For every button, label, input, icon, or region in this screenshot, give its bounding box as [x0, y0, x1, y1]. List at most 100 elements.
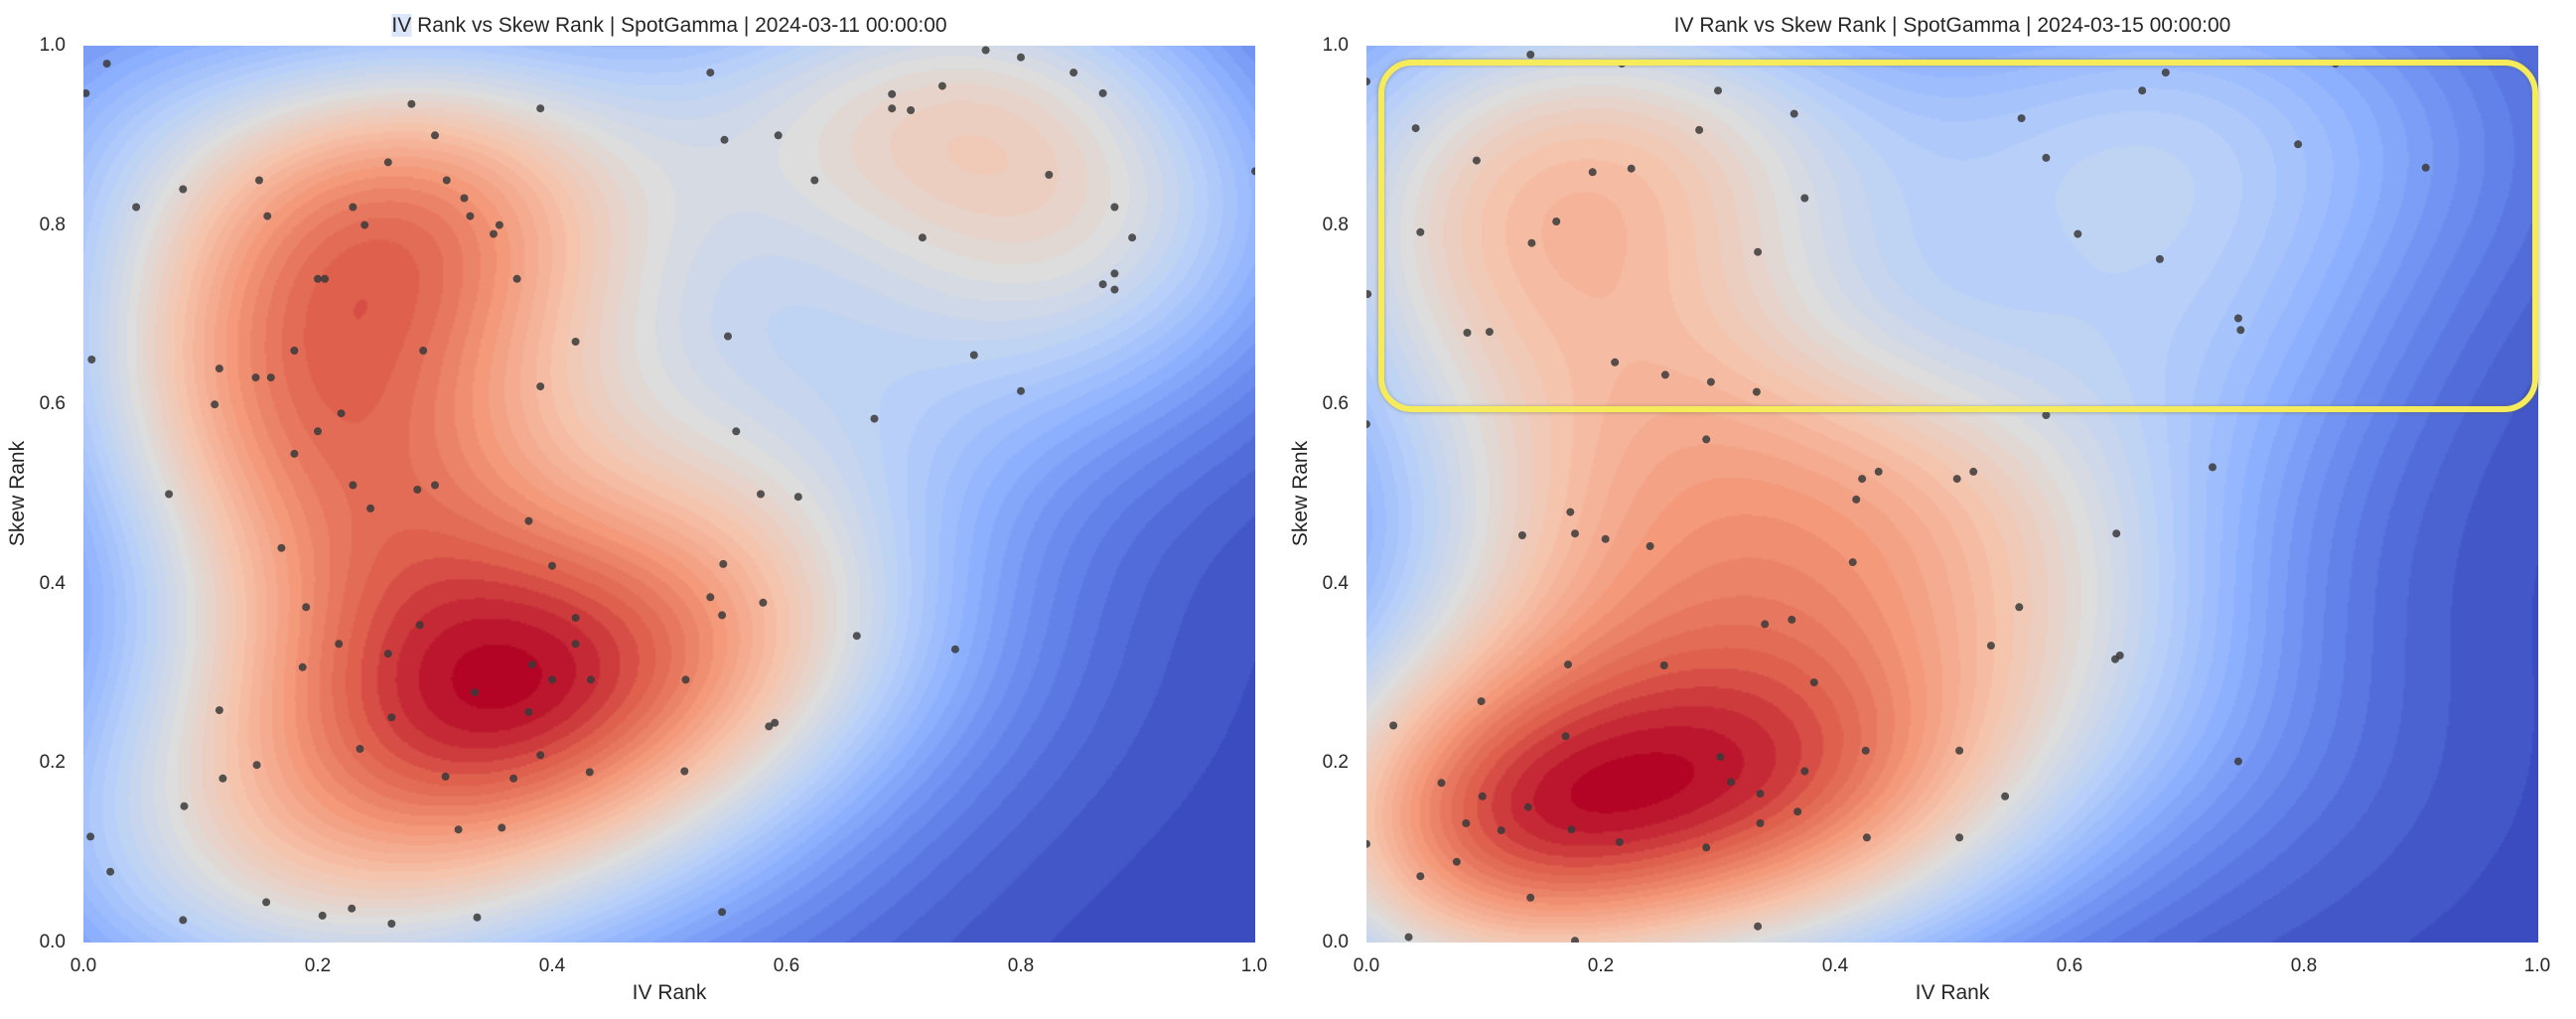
scatter-point — [366, 504, 375, 512]
scatter-point — [1110, 203, 1119, 212]
scatter-point — [1017, 386, 1025, 395]
chart-title-right: IV Rank vs Skew Rank | SpotGamma | 2024-… — [1673, 14, 2231, 37]
scatter-point — [1566, 508, 1575, 516]
scatter-point — [512, 274, 521, 283]
scatter-point — [1752, 387, 1761, 396]
scatter-point — [1727, 778, 1735, 787]
scatter-point — [1809, 678, 1818, 687]
scatter-point — [1567, 825, 1576, 834]
scatter-points-right — [1366, 51, 2430, 943]
scatter-point — [2017, 114, 2026, 123]
scatter-point — [1523, 802, 1532, 811]
ytick-label: 1.0 — [1322, 35, 1349, 56]
scatter-point — [387, 920, 396, 928]
scatter-point — [215, 706, 223, 715]
scatter-point — [2138, 86, 2147, 95]
scatter-point — [215, 364, 223, 373]
scatter-point — [548, 675, 556, 684]
scatter-point — [1788, 615, 1796, 624]
xtick-label: 0.8 — [1007, 955, 1035, 976]
scatter-point — [1070, 69, 1078, 77]
scatter-point — [1955, 833, 1964, 842]
scatter-point — [460, 194, 469, 203]
scatter-point — [1472, 156, 1481, 165]
scatter-point — [1366, 839, 1370, 848]
scatter-point — [950, 645, 959, 654]
scatter-point — [1756, 818, 1765, 827]
scatter-point — [509, 774, 518, 783]
ytick-label: 0.2 — [1322, 752, 1349, 773]
plot-area-right — [1366, 46, 2538, 943]
scatter-point — [442, 176, 451, 185]
scatter-point — [1761, 620, 1770, 629]
scatter-point — [314, 274, 322, 283]
scatter-point — [1618, 60, 1627, 69]
scatter-point — [706, 69, 715, 77]
scatter-point — [888, 89, 897, 98]
scatter-point — [106, 867, 115, 876]
scatter-point — [473, 913, 482, 922]
scatter-point — [290, 347, 299, 355]
scatter-point — [180, 801, 189, 810]
scatter-point — [681, 675, 690, 684]
scatter-point — [2115, 652, 2124, 659]
ytick-label: 1.0 — [39, 35, 66, 56]
scatter-point — [252, 761, 261, 770]
scatter-point — [718, 908, 727, 917]
scatter-point — [680, 767, 689, 776]
scatter-point — [1251, 167, 1255, 176]
scatter-point — [1017, 53, 1025, 62]
scatter-point — [724, 332, 732, 341]
scatter-point — [536, 751, 545, 760]
scatter-point — [719, 559, 728, 568]
scatter-point — [356, 745, 364, 753]
scatter-point — [810, 176, 819, 185]
xtick-label: 0.6 — [773, 955, 800, 976]
scatter-point — [337, 409, 346, 418]
scatter-point — [348, 904, 357, 913]
scatter-point — [2001, 792, 2010, 801]
scatter-point — [1848, 558, 1857, 567]
scatter-point — [1497, 826, 1505, 835]
scatter-point — [1852, 495, 1861, 504]
chart-panel-left: IV Rank vs Skew Rank | SpotGamma | 2024-… — [6, 14, 1268, 1004]
scatter-point — [86, 832, 95, 841]
scatter-point — [757, 490, 765, 499]
scatter-point — [1615, 837, 1624, 846]
scatter-point — [1695, 125, 1704, 134]
xtick-label: 0.2 — [304, 955, 332, 976]
scatter-point — [1793, 807, 1802, 816]
scatter-point — [1601, 534, 1610, 543]
scatter-point — [1611, 358, 1620, 366]
scatter-point — [431, 481, 439, 490]
scatter-point — [415, 621, 424, 630]
scatter-point — [498, 823, 506, 832]
scatter-point — [2042, 153, 2051, 162]
scatter-point — [1754, 922, 1763, 931]
scatter-point — [1714, 86, 1722, 95]
xtick-label: 1.0 — [1240, 955, 1268, 976]
xtick-label: 0.2 — [1587, 955, 1615, 976]
scatter-point — [793, 493, 802, 502]
scatter-point — [2161, 69, 2170, 77]
ytick-label: 0.6 — [1322, 393, 1349, 414]
ytick-label: 0.0 — [1322, 932, 1349, 952]
scatter-point — [1789, 109, 1798, 118]
scatter-point — [419, 347, 428, 355]
scatter-point — [1955, 746, 1964, 755]
scatter-point — [490, 229, 498, 238]
ytick-label: 0.4 — [39, 573, 66, 594]
xtick-label: 0.0 — [70, 955, 97, 976]
scatter-point — [571, 640, 580, 649]
xtick-label: 0.4 — [538, 955, 566, 976]
plot-area-left — [83, 46, 1255, 943]
scatter-point — [1756, 790, 1765, 799]
scatter-point — [732, 427, 741, 436]
scatter-point — [262, 898, 271, 907]
scatter-point — [937, 81, 946, 90]
scatter-point — [1527, 238, 1536, 247]
x-axis-label-left: IV Rank — [632, 981, 707, 1004]
ytick-label: 0.6 — [39, 393, 66, 414]
scatter-points-left — [83, 46, 1255, 928]
scatter-point — [2294, 140, 2303, 149]
